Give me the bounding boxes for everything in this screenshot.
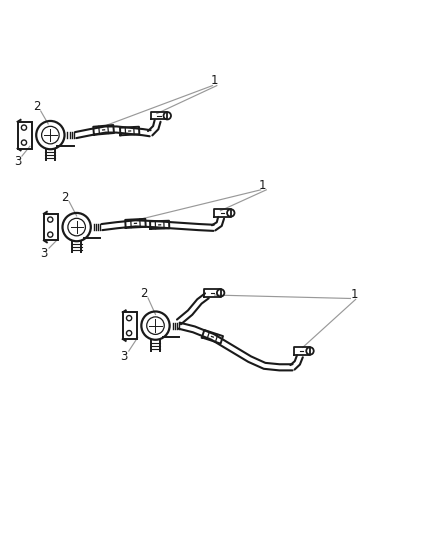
Text: 3: 3 (120, 350, 127, 363)
Text: 2: 2 (140, 287, 148, 300)
Text: 1: 1 (211, 74, 219, 87)
Text: 2: 2 (61, 191, 69, 204)
Text: 1: 1 (351, 288, 359, 302)
Text: 3: 3 (40, 247, 47, 260)
Text: 2: 2 (33, 100, 41, 113)
Text: 3: 3 (14, 155, 21, 168)
Text: 1: 1 (259, 179, 267, 192)
